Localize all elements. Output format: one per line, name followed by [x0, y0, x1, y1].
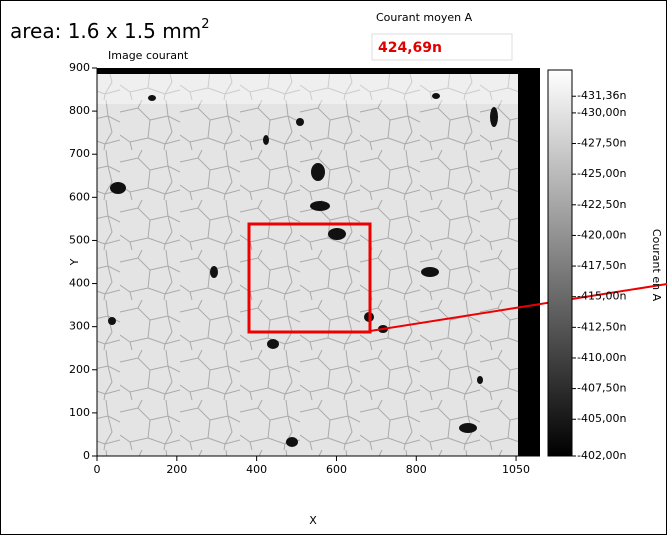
colorbar-tick-label: -402,00n — [577, 449, 626, 462]
colorbar-tick-label: -425,00n — [577, 167, 626, 180]
colorbar-tick-label: -410,00n — [577, 351, 626, 364]
y-tick-label: 400 — [69, 277, 90, 290]
colorbar-tick-label: -430,00n — [577, 106, 626, 119]
colorbar-tick-label: -407,50n — [577, 382, 626, 395]
colorbar-tick-label: -420,00n — [577, 228, 626, 241]
x-tick-label: 1050 — [502, 463, 530, 476]
colorbar — [547, 69, 573, 457]
y-tick-label: 900 — [69, 61, 90, 74]
annotation-text: area: 1.6 x 1.5 mm — [10, 19, 201, 43]
y-tick-label: 700 — [69, 147, 90, 160]
colorbar-tick-label: -415,00n — [577, 290, 626, 303]
y-tick-label: 600 — [69, 190, 90, 203]
colorbar-tick-label: -427,50n — [577, 137, 626, 150]
y-label: Y — [68, 258, 81, 266]
x-tick-label: 0 — [94, 463, 101, 476]
colorbar-tick-label: -405,00n — [577, 412, 626, 425]
indicator-label: Courant moyen A — [376, 11, 473, 24]
indicator-box — [371, 33, 513, 61]
graph-title: Image courant — [108, 49, 189, 62]
y-tick-label: 200 — [69, 363, 90, 376]
zoom-pointer — [369, 283, 667, 332]
x-label: X — [309, 514, 317, 527]
intensity-image — [97, 68, 540, 456]
annotation-sup: 2 — [201, 17, 209, 32]
zoom-box — [247, 222, 372, 334]
x-tick-label: 600 — [326, 463, 347, 476]
colorbar-tick-label: -431,36n — [577, 89, 626, 102]
x-tick-label: 400 — [246, 463, 267, 476]
y-tick-label: 0 — [83, 449, 90, 462]
colorbar-tick-label: -412,50n — [577, 320, 626, 333]
colorbar-tick-label: -417,50n — [577, 259, 626, 272]
x-tick-label: 200 — [166, 463, 187, 476]
annotation: area: 1.6 x 1.5 mm2 — [10, 17, 209, 43]
colorbar-tick-label: -422,50n — [577, 198, 626, 211]
y-tick-label: 500 — [69, 233, 90, 246]
y-tick-label: 300 — [69, 320, 90, 333]
y-tick-label: 800 — [69, 104, 90, 117]
y-tick-label: 100 — [69, 406, 90, 419]
colorbar-label: Courant en A — [650, 229, 663, 302]
x-tick-label: 800 — [406, 463, 427, 476]
indicator-value: 424,69n — [378, 40, 442, 56]
